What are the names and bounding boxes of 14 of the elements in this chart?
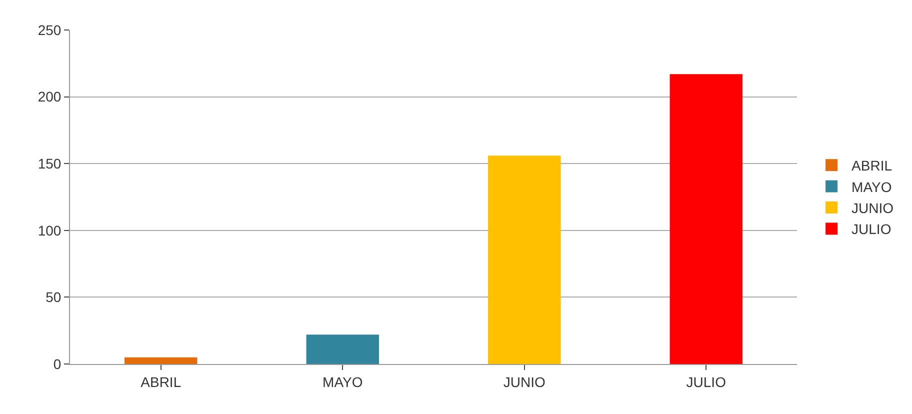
y-tick-label: 100 [38,222,62,238]
legend-label: JUNIO [852,200,894,216]
y-tick-label: 0 [53,356,62,372]
y-tick-label: 200 [38,88,62,105]
y-tick-label: 250 [38,22,62,38]
legend-label: MAYO [852,178,892,195]
y-tick-label: 50 [46,289,62,306]
x-tick-label: JUNIO [503,374,546,390]
legend-label: ABRIL [852,158,892,174]
y-tick-label: 150 [38,156,62,172]
x-tick-label: JULIO [686,374,726,390]
x-tick-label: ABRIL [140,374,182,390]
x-tick-label: MAYO [322,374,363,390]
legend-label: JULIO [852,221,892,238]
